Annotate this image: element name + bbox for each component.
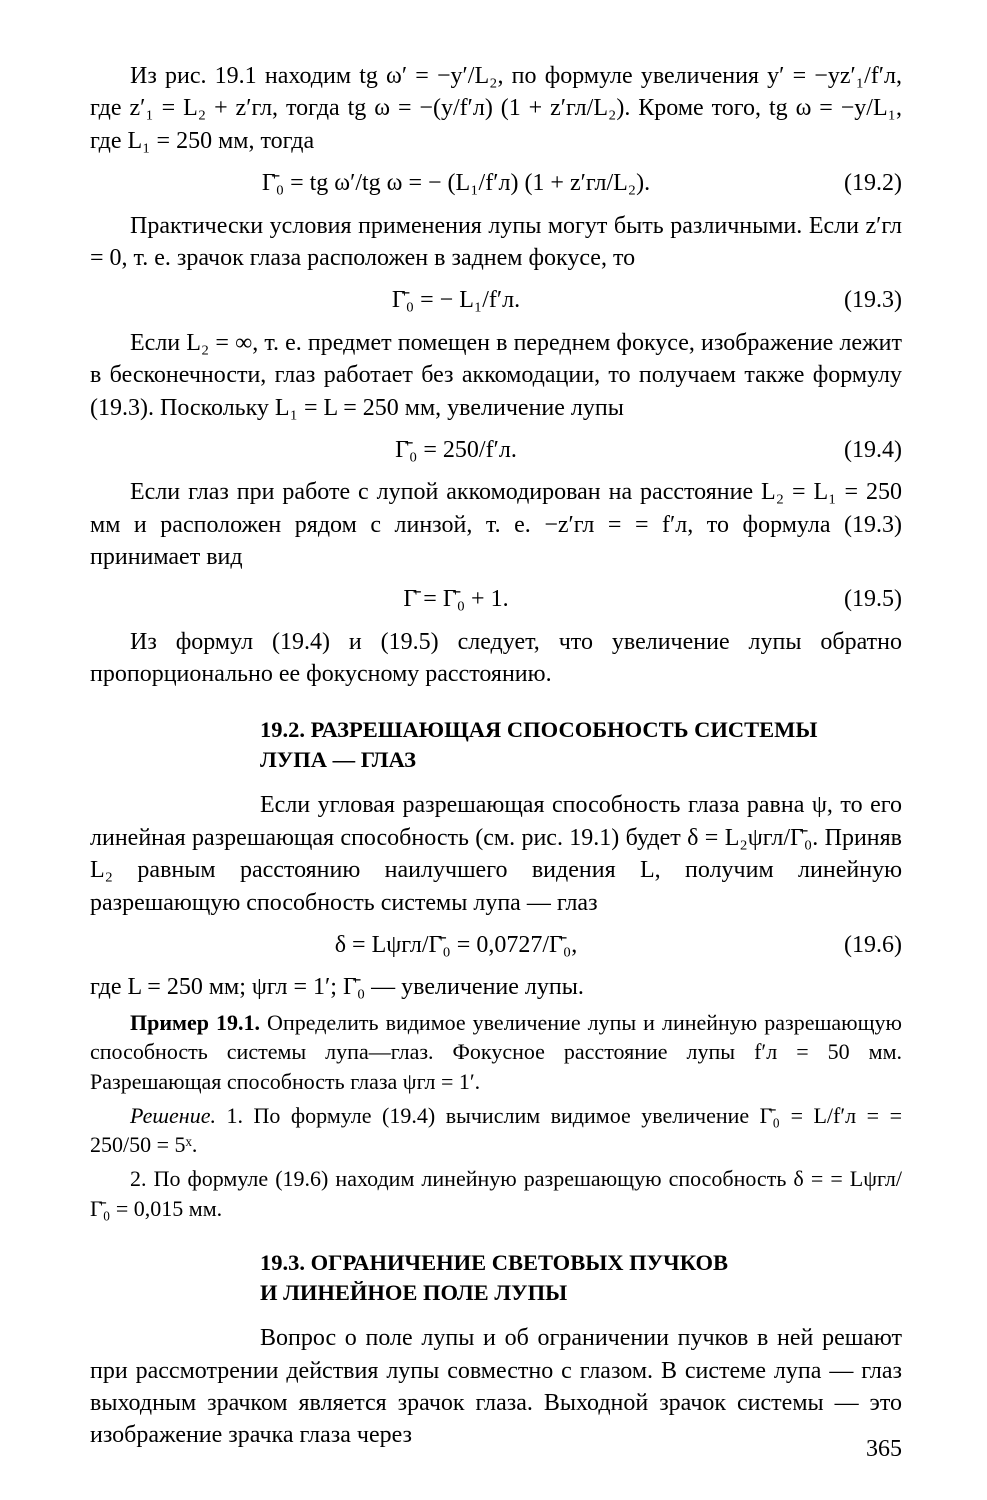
formula-text: δ = Lψгл/Γ̄₀ = 0,0727/Γ̄₀, [90, 929, 822, 961]
formula-text: Γ̄₀ = tg ω′/tg ω = − (L₁/f′л) (1 + z′гл/… [90, 167, 822, 199]
paragraph-3: Если L₂ = ∞, т. е. предмет помещен в пер… [90, 327, 902, 424]
formula-number: (19.3) [822, 284, 902, 316]
formula-number: (19.6) [822, 929, 902, 961]
paragraph-4: Если глаз при работе с лупой аккомодиров… [90, 476, 902, 573]
formula-text: Γ̄₀ = 250/f′л. [90, 434, 822, 466]
paragraph-11: Вопрос о поле лупы и об ограничении пучк… [90, 1322, 902, 1452]
formula-19-6: δ = Lψгл/Γ̄₀ = 0,0727/Γ̄₀, (19.6) [90, 929, 902, 961]
solution-2: 2. По формуле (19.6) находим линейную ра… [90, 1164, 902, 1223]
section-heading-19-3: 19.3. ОГРАНИЧЕНИЕ СВЕТОВЫХ ПУЧКОВ И ЛИНЕ… [260, 1248, 902, 1309]
section-heading-19-2: 19.2. РАЗРЕШАЮЩАЯ СПОСОБНОСТЬ СИСТЕМЫ ЛУ… [260, 715, 902, 776]
example-19-1: Пример 19.1. Определить видимое увеличен… [90, 1008, 902, 1097]
solution-1: Решение. 1. По формуле (19.4) вычислим в… [90, 1101, 902, 1160]
formula-text: Γ̄ = Γ̄₀ + 1. [90, 583, 822, 615]
example-label: Пример 19.1. [130, 1010, 260, 1035]
heading-line2: И ЛИНЕЙНОЕ ПОЛЕ ЛУПЫ [260, 1278, 902, 1308]
formula-number: (19.4) [822, 434, 902, 466]
paragraph-6: Если угловая разрешающая способность гла… [90, 789, 902, 919]
formula-text: Γ̄₀ = − L₁/f′л. [90, 284, 822, 316]
formula-19-2: Γ̄₀ = tg ω′/tg ω = − (L₁/f′л) (1 + z′гл/… [90, 167, 902, 199]
solution-label: Решение. [130, 1103, 216, 1128]
formula-19-4: Γ̄₀ = 250/f′л. (19.4) [90, 434, 902, 466]
paragraph-5: Из формул (19.4) и (19.5) следует, что у… [90, 626, 902, 691]
heading-line2: ЛУПА — ГЛАЗ [260, 745, 902, 775]
paragraph-2: Практически условия применения лупы могу… [90, 210, 902, 275]
formula-number: (19.2) [822, 167, 902, 199]
paragraph-7: где L = 250 мм; ψгл = 1′; Γ̄₀ — увеличен… [90, 971, 902, 1003]
page-number: 365 [866, 1433, 902, 1465]
paragraph-1: Из рис. 19.1 находим tg ω′ = −y′/L₂, по … [90, 60, 902, 157]
formula-number: (19.5) [822, 583, 902, 615]
formula-19-5: Γ̄ = Γ̄₀ + 1. (19.5) [90, 583, 902, 615]
formula-19-3: Γ̄₀ = − L₁/f′л. (19.3) [90, 284, 902, 316]
heading-line1: 19.3. ОГРАНИЧЕНИЕ СВЕТОВЫХ ПУЧКОВ [260, 1250, 728, 1275]
heading-line1: 19.2. РАЗРЕШАЮЩАЯ СПОСОБНОСТЬ СИСТЕМЫ [260, 717, 817, 742]
